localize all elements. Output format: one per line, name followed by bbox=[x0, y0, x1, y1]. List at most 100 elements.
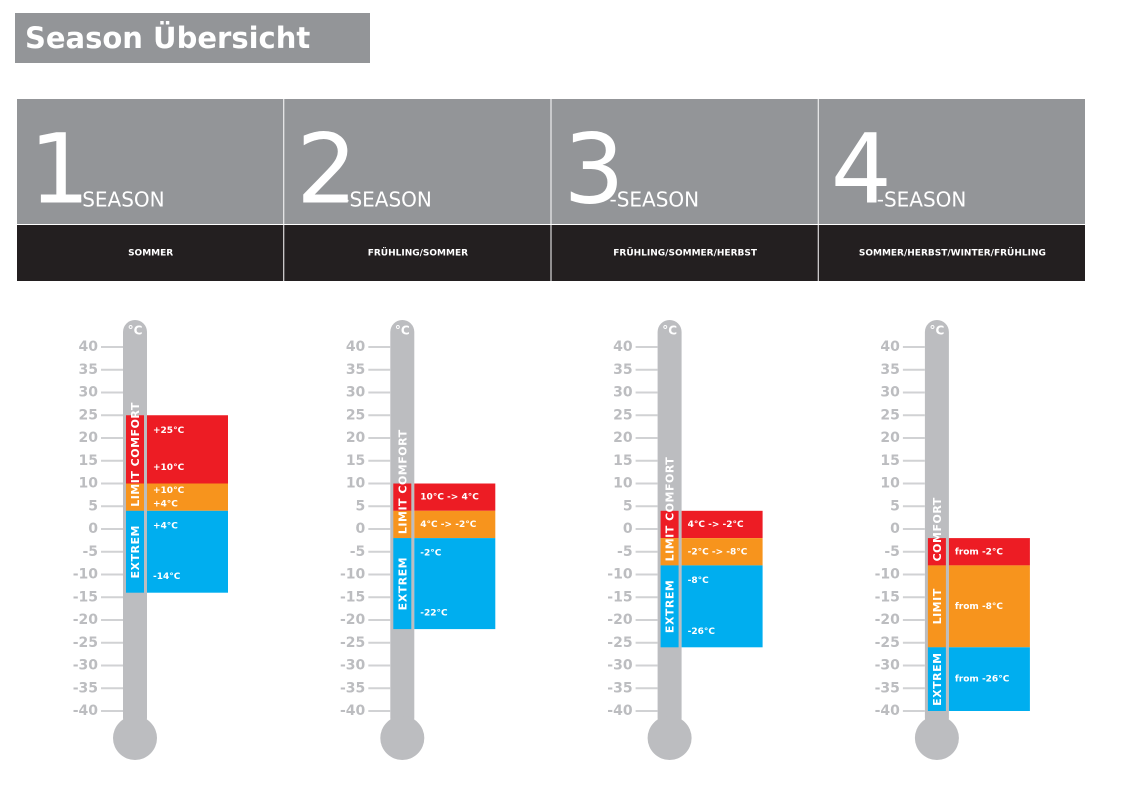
zone-label: +4°C bbox=[153, 499, 178, 509]
tick-label: 20 bbox=[346, 430, 366, 446]
tick-label: -25 bbox=[340, 635, 365, 651]
tick-label: 30 bbox=[880, 385, 900, 401]
season-cell bbox=[17, 225, 284, 281]
tick-label: 0 bbox=[88, 521, 98, 537]
tick-label: -40 bbox=[340, 703, 366, 719]
title: Season Übersicht bbox=[25, 21, 310, 55]
zone-panel bbox=[414, 538, 496, 630]
tick-label: -35 bbox=[875, 680, 900, 696]
season-suffix: -SEASON bbox=[610, 188, 700, 212]
tick-label: 0 bbox=[890, 521, 900, 537]
tick-label: -15 bbox=[340, 589, 365, 605]
tube-label: LIMIT COMFORT bbox=[396, 429, 409, 534]
tick-label: 0 bbox=[356, 521, 366, 537]
unit-label: °C bbox=[128, 324, 143, 338]
zone-panel bbox=[414, 510, 496, 539]
tick-label: -40 bbox=[607, 703, 633, 719]
zone-strip bbox=[927, 565, 946, 648]
zone-strip bbox=[927, 538, 946, 566]
zone-label: -8°C bbox=[688, 576, 709, 586]
unit-label: °C bbox=[395, 324, 410, 338]
tick-label: 25 bbox=[880, 407, 899, 423]
season-names: SOMMER bbox=[128, 249, 173, 259]
header-cell bbox=[284, 99, 551, 224]
tick-label: 15 bbox=[880, 453, 899, 469]
tick-label: -10 bbox=[340, 567, 366, 583]
tick-label: -40 bbox=[73, 703, 99, 719]
tick-label: -20 bbox=[875, 612, 901, 628]
season-names: FRÜHLING/SOMMER/HERBST bbox=[613, 248, 758, 259]
tick-label: -15 bbox=[875, 589, 900, 605]
zone-strip bbox=[126, 483, 144, 511]
tick-label: -30 bbox=[340, 658, 366, 674]
header-cell bbox=[551, 99, 818, 224]
zone-panel bbox=[147, 483, 228, 511]
tube-label: EXTREM bbox=[664, 580, 677, 633]
tick-label: 0 bbox=[623, 521, 633, 537]
tick-label: -15 bbox=[73, 589, 98, 605]
thermometer-bulb bbox=[914, 716, 959, 760]
season-cell bbox=[551, 225, 818, 281]
tick-label: -20 bbox=[607, 612, 633, 628]
tick-label: -25 bbox=[875, 635, 900, 651]
zone-label: +10°C bbox=[153, 463, 185, 473]
tick-label: -5 bbox=[884, 544, 900, 560]
tick-label: 5 bbox=[356, 498, 366, 514]
unit-label: °C bbox=[662, 324, 677, 338]
tick-label: 25 bbox=[346, 407, 365, 423]
tick-label: 15 bbox=[79, 453, 98, 469]
tick-label: 10 bbox=[346, 476, 366, 492]
tick-label: -35 bbox=[340, 680, 365, 696]
tick-label: 40 bbox=[880, 339, 900, 355]
tick-label: 15 bbox=[613, 453, 632, 469]
tick-label: 5 bbox=[88, 498, 98, 514]
season-number: 2 bbox=[296, 113, 357, 225]
tube-label: EXTREM bbox=[396, 557, 409, 610]
tick-label: 5 bbox=[890, 498, 900, 514]
season-number: 4 bbox=[831, 113, 892, 225]
zone-label: +4°C bbox=[153, 521, 178, 531]
zone-strip bbox=[126, 415, 144, 484]
tick-label: 30 bbox=[613, 385, 633, 401]
zone-panel bbox=[147, 415, 228, 484]
tube-label: LIMIT COMFORT bbox=[129, 402, 142, 507]
tick-label: 35 bbox=[880, 362, 899, 378]
tick-label: -20 bbox=[340, 612, 366, 628]
season-cell bbox=[818, 225, 1085, 281]
header-cell bbox=[818, 99, 1085, 224]
tick-label: 10 bbox=[880, 476, 900, 492]
tube-label: LIMIT bbox=[931, 588, 944, 624]
tick-label: -10 bbox=[875, 567, 901, 583]
zone-label: -26°C bbox=[688, 627, 716, 637]
tick-label: 25 bbox=[79, 407, 98, 423]
zone-panel bbox=[948, 565, 1030, 648]
zone-strip bbox=[927, 647, 946, 711]
header-cell bbox=[17, 99, 284, 224]
tick-label: 20 bbox=[880, 430, 900, 446]
tick-label: 20 bbox=[79, 430, 99, 446]
zone-label: from -26°C bbox=[955, 675, 1010, 685]
tick-label: 40 bbox=[346, 339, 366, 355]
tick-label: -15 bbox=[607, 589, 632, 605]
tick-label: 35 bbox=[346, 362, 365, 378]
tick-label: -10 bbox=[73, 567, 99, 583]
tick-label: 10 bbox=[613, 476, 633, 492]
zone-panel bbox=[948, 647, 1030, 711]
tick-label: 30 bbox=[346, 385, 366, 401]
tube-label: EXTREM bbox=[931, 652, 944, 705]
tick-label: 25 bbox=[613, 407, 632, 423]
tick-label: 15 bbox=[346, 453, 365, 469]
zone-strip bbox=[660, 510, 679, 539]
thermometer-bulb bbox=[647, 716, 692, 760]
zone-strip bbox=[660, 565, 679, 648]
tick-label: -40 bbox=[875, 703, 901, 719]
tick-label: -30 bbox=[607, 658, 633, 674]
zone-label: -2°C bbox=[420, 549, 441, 559]
tube-label: COMFORT bbox=[931, 497, 944, 561]
zone-label: 4°C -> -2°C bbox=[688, 520, 744, 530]
season-names: SOMMER/HERBST/WINTER/FRÜHLING bbox=[859, 248, 1046, 259]
tick-label: 5 bbox=[623, 498, 633, 514]
zone-strip bbox=[393, 510, 412, 539]
season-cell bbox=[284, 225, 551, 281]
